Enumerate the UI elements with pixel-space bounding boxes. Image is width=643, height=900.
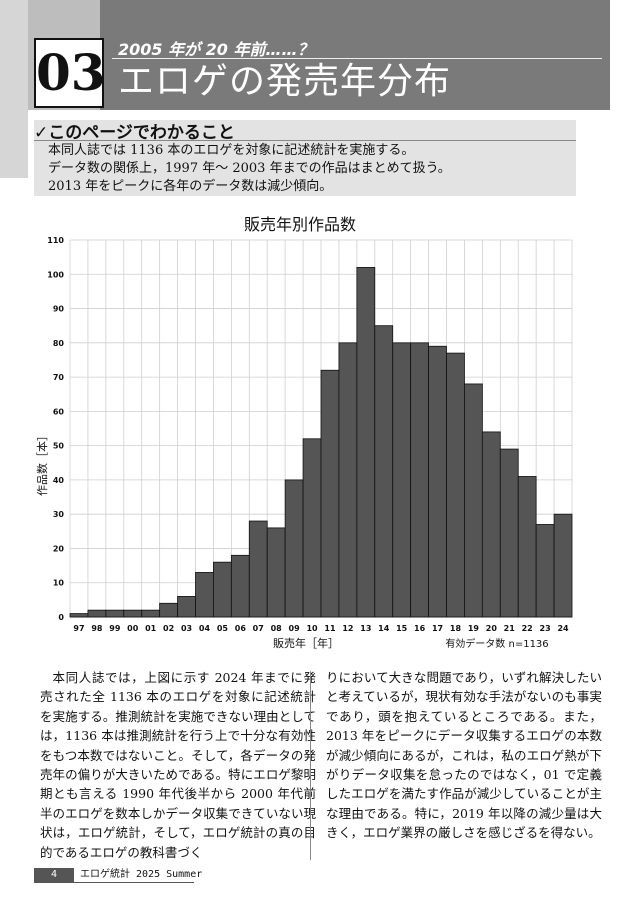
- y-tick-label: 20: [53, 544, 65, 553]
- summary-line: 本同人誌では 1136 本のエロゲを対象に記述統計を実施する。: [48, 143, 415, 158]
- bar: [195, 572, 214, 618]
- x-tick-label: 19: [468, 624, 480, 633]
- header-side-band: [0, 0, 28, 178]
- x-tick-label: 21: [504, 624, 516, 633]
- y-tick-label: 100: [47, 270, 64, 279]
- bar: [356, 267, 376, 618]
- y-tick-labels: 0 10 20 30 40 50 60 70 80 90 100 110: [47, 236, 64, 622]
- x-axis-label: 販売年［年］: [273, 636, 339, 650]
- body-text-right: りにおいて大きな問題であり，いずれ解決したいと考えているが，現状有効な手法がない…: [326, 670, 602, 841]
- x-tick-label: 02: [163, 624, 174, 633]
- summary-box: [34, 120, 576, 196]
- bar: [266, 527, 286, 618]
- bar: [320, 369, 340, 618]
- header-band: [100, 0, 610, 110]
- bar: [553, 513, 573, 618]
- bar: [481, 431, 501, 618]
- bar: [213, 561, 232, 618]
- x-tick-label: 08: [271, 624, 283, 633]
- x-tick-label: 16: [414, 624, 426, 633]
- x-tick-label: 15: [396, 624, 408, 633]
- bar: [517, 476, 537, 618]
- x-tick-label: 99: [109, 624, 121, 633]
- chapter-title: エロゲの発売年分布: [118, 61, 452, 102]
- column-divider: [310, 672, 311, 860]
- bar: [535, 524, 555, 618]
- y-tick-label: 80: [53, 339, 65, 348]
- x-tick-label: 22: [522, 624, 533, 633]
- x-tick-label: 14: [378, 624, 390, 633]
- y-axis-label: 作品数［本］: [35, 430, 49, 496]
- x-tick-label: 17: [432, 624, 443, 633]
- x-tick-label: 06: [235, 624, 247, 633]
- page-number: 4: [34, 868, 74, 882]
- x-tick-label: 11: [324, 624, 336, 633]
- x-tick-label: 00: [127, 624, 139, 633]
- bar: [499, 448, 519, 618]
- y-tick-label: 0: [58, 613, 64, 622]
- summary-lines: 本同人誌では 1136 本のエロゲを対象に記述統計を実施する。 データ数の関係上…: [48, 142, 451, 196]
- footer-publication: エロゲ統計 2025 Summer: [80, 869, 203, 880]
- x-tick-label: 12: [342, 624, 353, 633]
- footer-rule: [34, 868, 194, 883]
- bar: [69, 613, 89, 618]
- bar: [392, 342, 412, 618]
- header-rule: [112, 58, 602, 59]
- x-tick-label: 98: [91, 624, 103, 633]
- y-tick-label: 90: [53, 305, 65, 314]
- bar: [428, 345, 447, 618]
- bar: [159, 602, 178, 618]
- x-tick-label: 04: [199, 624, 211, 633]
- bar: [248, 520, 268, 618]
- bar: [464, 383, 483, 618]
- bar: [230, 554, 250, 618]
- x-tick-label: 23: [540, 624, 551, 633]
- y-tick-label: 40: [53, 476, 65, 485]
- chart-title: 販売年別作品数: [244, 215, 356, 234]
- summary-heading: ✓このページでわかること: [34, 123, 235, 143]
- bar: [338, 342, 358, 618]
- y-tick-label: 50: [53, 442, 65, 451]
- bar: [446, 352, 465, 618]
- bar: [410, 342, 429, 618]
- x-tick-label: 07: [253, 624, 264, 633]
- summary-rule: [34, 140, 576, 141]
- x-tick-label: 05: [217, 624, 229, 633]
- x-tick-label: 13: [360, 624, 371, 633]
- bar: [105, 609, 125, 618]
- bar: [177, 596, 196, 618]
- chapter-subtitle: 2005 年が 20 年前……？: [118, 40, 314, 59]
- y-tick-label: 10: [53, 579, 65, 588]
- summary-line: 2013 年をピークに各年のデータ数は減少傾向。: [48, 179, 333, 194]
- x-tick-label: 18: [450, 624, 462, 633]
- y-tick-label: 30: [53, 510, 65, 519]
- x-tick-labels: 97 98 99 00 01 02 03 04 05 06 07 08 09 10 11 12 13 14 15 16…: [73, 624, 569, 633]
- x-tick-label: 01: [145, 624, 157, 633]
- x-tick-label: 97: [73, 624, 84, 633]
- bar: [284, 479, 304, 618]
- bar: [374, 325, 394, 618]
- bar: [123, 609, 143, 618]
- body-text-left: 本同人誌では，上図に示す 2024 年までに発売された全 1136 本のエロゲを…: [40, 670, 316, 860]
- y-tick-label: 60: [53, 407, 65, 416]
- bar: [302, 438, 322, 618]
- data-count-note: 有効データ数 n=1136: [445, 637, 548, 650]
- x-tick-label: 09: [289, 624, 301, 633]
- x-tick-label: 03: [181, 624, 192, 633]
- x-tick-label: 20: [486, 624, 498, 633]
- summary-line: データ数の関係上，1997 年～ 2003 年までの作品はまとめて扱う。: [48, 161, 451, 176]
- bar: [87, 609, 107, 618]
- x-tick-label: 10: [306, 624, 318, 633]
- x-tick-label: 24: [557, 624, 569, 633]
- y-tick-label: 110: [47, 236, 64, 245]
- chart-bars: [69, 267, 573, 618]
- chapter-number: 03: [34, 38, 106, 108]
- y-tick-label: 70: [53, 373, 65, 382]
- bar: [141, 609, 161, 618]
